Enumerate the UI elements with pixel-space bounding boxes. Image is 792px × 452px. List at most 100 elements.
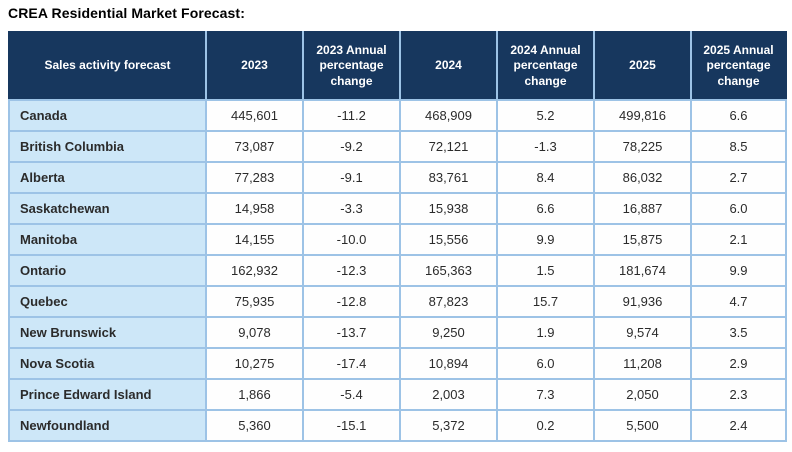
- value-cell: 15,556: [399, 223, 498, 256]
- value-cell: 4.7: [690, 285, 787, 318]
- table-row: Saskatchewan 14,958 -3.3 15,938 6.6 16,887 6.0: [8, 192, 787, 225]
- value-cell: 8.4: [496, 161, 595, 194]
- value-cell: -5.4: [302, 378, 401, 411]
- value-cell: 165,363: [399, 254, 498, 287]
- value-cell: 91,936: [593, 285, 692, 318]
- value-cell: 7.3: [496, 378, 595, 411]
- table-header: Sales activity forecast 2023 2023 Annual p…: [8, 31, 787, 101]
- value-cell: -9.1: [302, 161, 401, 194]
- value-cell: -10.0: [302, 223, 401, 256]
- value-cell: 445,601: [205, 99, 304, 132]
- table-row: Quebec 75,935 -12.8 87,823 15.7 91,936 4.7: [8, 285, 787, 318]
- page-title: CREA Residential Market Forecast:: [8, 5, 245, 21]
- value-cell: 9,250: [399, 316, 498, 349]
- value-cell: 6.0: [690, 192, 787, 225]
- value-cell: 15,938: [399, 192, 498, 225]
- value-cell: -3.3: [302, 192, 401, 225]
- value-cell: 3.5: [690, 316, 787, 349]
- value-cell: 2,050: [593, 378, 692, 411]
- column-header: 2023 Annual percentage change: [302, 31, 401, 101]
- row-label: New Brunswick: [8, 316, 207, 349]
- value-cell: 9.9: [496, 223, 595, 256]
- value-cell: 75,935: [205, 285, 304, 318]
- value-cell: 2.1: [690, 223, 787, 256]
- value-cell: 15.7: [496, 285, 595, 318]
- column-header: 2024: [399, 31, 498, 101]
- table-row: British Columbia 73,087 -9.2 72,121 -1.3 78,2…: [8, 130, 787, 163]
- value-cell: 9,078: [205, 316, 304, 349]
- row-label: Manitoba: [8, 223, 207, 256]
- value-cell: 10,275: [205, 347, 304, 380]
- row-label: Alberta: [8, 161, 207, 194]
- value-cell: -11.2: [302, 99, 401, 132]
- value-cell: 9.9: [690, 254, 787, 287]
- value-cell: 15,875: [593, 223, 692, 256]
- forecast-table: Sales activity forecast 2023 2023 Annual p…: [8, 31, 787, 442]
- value-cell: 6.0: [496, 347, 595, 380]
- value-cell: -17.4: [302, 347, 401, 380]
- value-cell: 86,032: [593, 161, 692, 194]
- table-row: Canada 445,601 -11.2 468,909 5.2 499,816 6.6: [8, 99, 787, 132]
- row-label: British Columbia: [8, 130, 207, 163]
- value-cell: 77,283: [205, 161, 304, 194]
- value-cell: -12.8: [302, 285, 401, 318]
- value-cell: 162,932: [205, 254, 304, 287]
- table-row: Ontario 162,932 -12.3 165,363 1.5 181,674 9.9: [8, 254, 787, 287]
- row-label: Ontario: [8, 254, 207, 287]
- value-cell: 10,894: [399, 347, 498, 380]
- column-header: 2024 Annual percentage change: [496, 31, 595, 101]
- value-cell: -1.3: [496, 130, 595, 163]
- value-cell: 181,674: [593, 254, 692, 287]
- value-cell: -13.7: [302, 316, 401, 349]
- value-cell: 9,574: [593, 316, 692, 349]
- row-label: Newfoundland: [8, 409, 207, 442]
- value-cell: -12.3: [302, 254, 401, 287]
- value-cell: 5,360: [205, 409, 304, 442]
- value-cell: 16,887: [593, 192, 692, 225]
- value-cell: 5.2: [496, 99, 595, 132]
- value-cell: 14,958: [205, 192, 304, 225]
- table-row: New Brunswick 9,078 -13.7 9,250 1.9 9,574 3.5: [8, 316, 787, 349]
- value-cell: 87,823: [399, 285, 498, 318]
- table-row: Manitoba 14,155 -10.0 15,556 9.9 15,875 2.1: [8, 223, 787, 256]
- value-cell: 83,761: [399, 161, 498, 194]
- value-cell: 2.3: [690, 378, 787, 411]
- row-label: Quebec: [8, 285, 207, 318]
- row-label: Nova Scotia: [8, 347, 207, 380]
- header-row: Sales activity forecast 2023 2023 Annual p…: [8, 31, 787, 101]
- value-cell: 1,866: [205, 378, 304, 411]
- table-row: Alberta 77,283 -9.1 83,761 8.4 86,032 2.7: [8, 161, 787, 194]
- column-header-sales-activity: Sales activity forecast: [8, 31, 207, 101]
- value-cell: 5,372: [399, 409, 498, 442]
- value-cell: -15.1: [302, 409, 401, 442]
- value-cell: -9.2: [302, 130, 401, 163]
- value-cell: 73,087: [205, 130, 304, 163]
- row-label: Prince Edward Island: [8, 378, 207, 411]
- table-row: Newfoundland 5,360 -15.1 5,372 0.2 5,500 2.4: [8, 409, 787, 442]
- value-cell: 2.7: [690, 161, 787, 194]
- value-cell: 2,003: [399, 378, 498, 411]
- row-label: Canada: [8, 99, 207, 132]
- value-cell: 6.6: [496, 192, 595, 225]
- column-header: 2025: [593, 31, 692, 101]
- column-header: 2023: [205, 31, 304, 101]
- value-cell: 72,121: [399, 130, 498, 163]
- row-label: Saskatchewan: [8, 192, 207, 225]
- value-cell: 11,208: [593, 347, 692, 380]
- table-row: Nova Scotia 10,275 -17.4 10,894 6.0 11,208 2.9: [8, 347, 787, 380]
- value-cell: 8.5: [690, 130, 787, 163]
- value-cell: 499,816: [593, 99, 692, 132]
- value-cell: 1.9: [496, 316, 595, 349]
- value-cell: 5,500: [593, 409, 692, 442]
- value-cell: 468,909: [399, 99, 498, 132]
- value-cell: 2.9: [690, 347, 787, 380]
- value-cell: 2.4: [690, 409, 787, 442]
- value-cell: 78,225: [593, 130, 692, 163]
- table-row: Prince Edward Island 1,866 -5.4 2,003 7.3 2,0…: [8, 378, 787, 411]
- value-cell: 6.6: [690, 99, 787, 132]
- value-cell: 0.2: [496, 409, 595, 442]
- table-body: Canada 445,601 -11.2 468,909 5.2 499,816 6.6 Br…: [8, 99, 787, 442]
- column-header: 2025 Annual percentage change: [690, 31, 787, 101]
- value-cell: 1.5: [496, 254, 595, 287]
